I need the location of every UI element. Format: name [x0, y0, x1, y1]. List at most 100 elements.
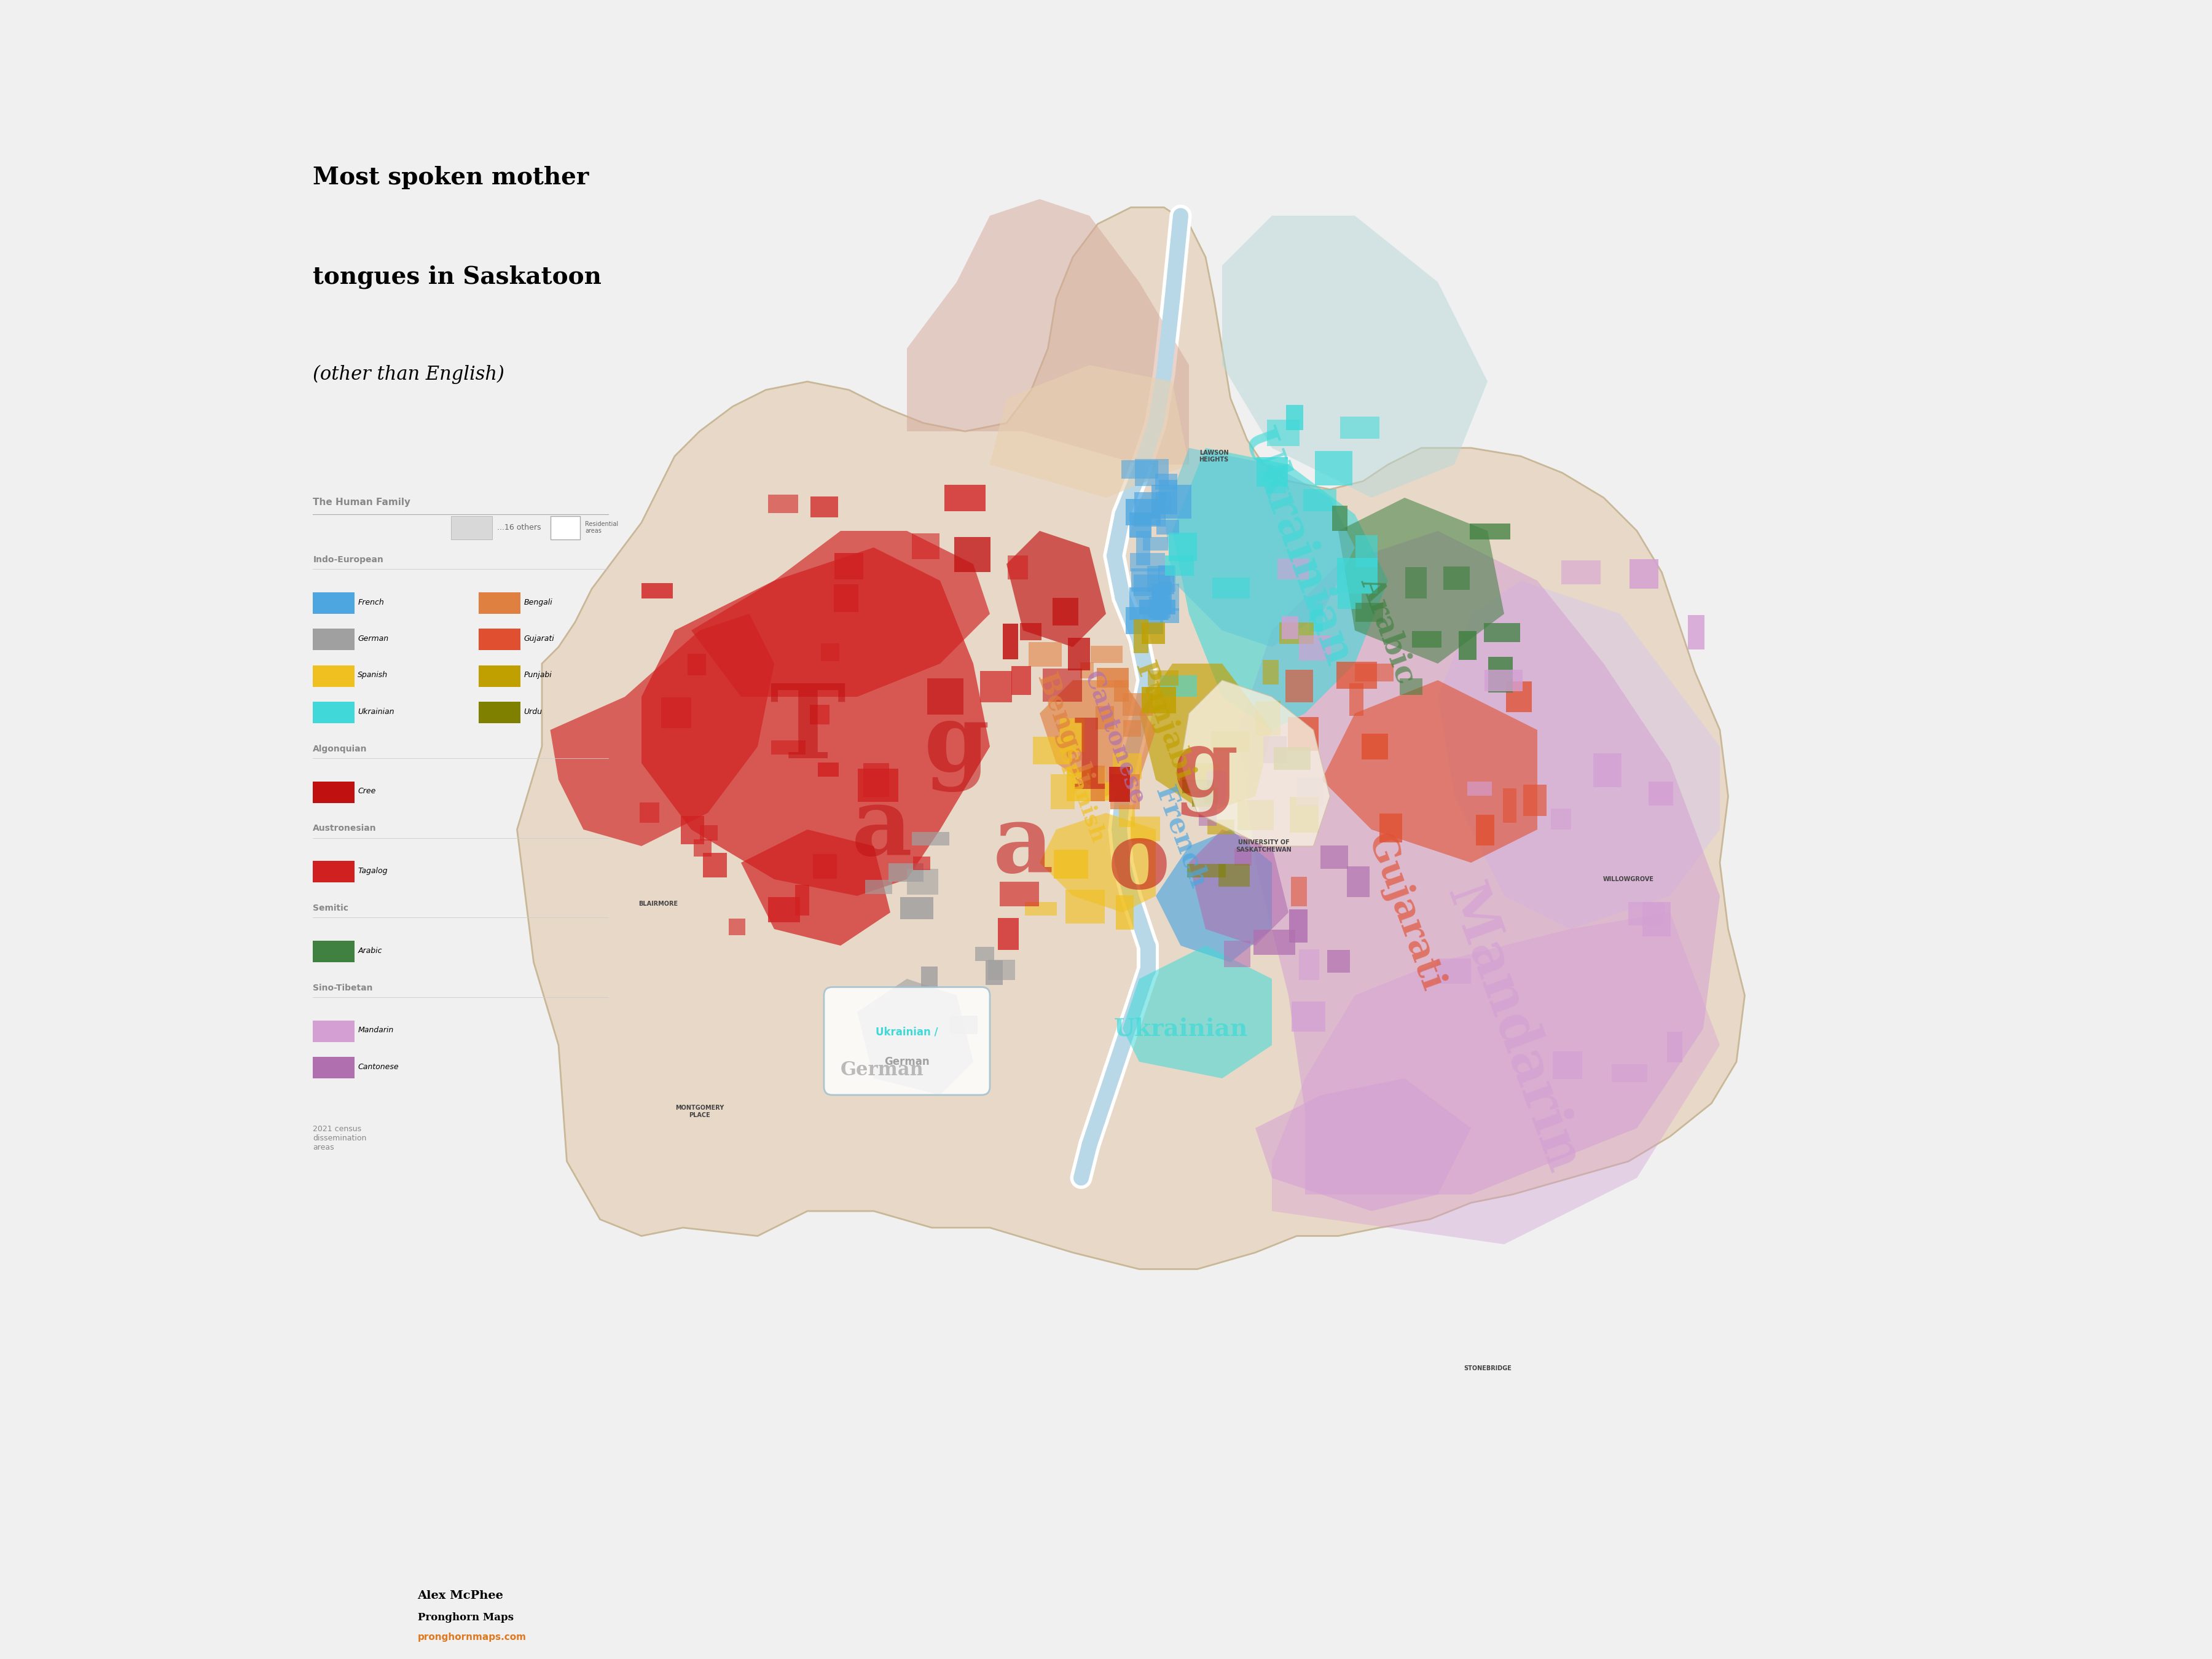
FancyBboxPatch shape	[1303, 489, 1336, 511]
Text: LAWSON
HEIGHTS: LAWSON HEIGHTS	[1199, 450, 1228, 463]
FancyBboxPatch shape	[980, 670, 1013, 702]
FancyBboxPatch shape	[812, 496, 838, 518]
Text: Alex McPhee: Alex McPhee	[418, 1591, 504, 1601]
Text: Spanish: Spanish	[1055, 747, 1108, 846]
FancyBboxPatch shape	[551, 516, 580, 539]
FancyBboxPatch shape	[1097, 781, 1128, 801]
FancyBboxPatch shape	[945, 484, 987, 511]
FancyBboxPatch shape	[865, 879, 891, 894]
FancyBboxPatch shape	[1219, 864, 1250, 886]
FancyBboxPatch shape	[1267, 466, 1285, 493]
FancyBboxPatch shape	[1115, 896, 1135, 929]
FancyBboxPatch shape	[1097, 669, 1128, 687]
FancyBboxPatch shape	[1152, 484, 1192, 519]
FancyBboxPatch shape	[451, 516, 491, 539]
FancyBboxPatch shape	[1029, 642, 1062, 667]
Polygon shape	[1256, 1078, 1471, 1211]
FancyBboxPatch shape	[314, 941, 354, 962]
FancyBboxPatch shape	[1126, 499, 1161, 526]
FancyBboxPatch shape	[1135, 493, 1166, 526]
FancyBboxPatch shape	[1254, 931, 1294, 956]
FancyBboxPatch shape	[863, 763, 889, 798]
Text: Tagalog: Tagalog	[358, 868, 387, 874]
FancyBboxPatch shape	[1287, 717, 1318, 752]
Polygon shape	[741, 830, 889, 946]
FancyBboxPatch shape	[1630, 559, 1659, 589]
Text: Spanish: Spanish	[358, 672, 387, 679]
FancyBboxPatch shape	[1237, 800, 1274, 830]
FancyBboxPatch shape	[1124, 720, 1141, 737]
FancyBboxPatch shape	[818, 761, 838, 776]
Text: Gujarati: Gujarati	[524, 635, 555, 642]
FancyBboxPatch shape	[1553, 1052, 1582, 1078]
FancyBboxPatch shape	[1155, 474, 1177, 489]
FancyBboxPatch shape	[1053, 597, 1079, 625]
Text: STONEBRIDGE: STONEBRIDGE	[1464, 1365, 1511, 1372]
FancyBboxPatch shape	[1641, 902, 1670, 936]
FancyBboxPatch shape	[1267, 420, 1301, 446]
FancyBboxPatch shape	[834, 552, 863, 579]
FancyBboxPatch shape	[989, 961, 1015, 980]
FancyBboxPatch shape	[1314, 451, 1352, 486]
Text: Urdu: Urdu	[524, 708, 542, 715]
Text: g: g	[1172, 725, 1239, 818]
FancyBboxPatch shape	[1628, 902, 1663, 926]
FancyBboxPatch shape	[1336, 662, 1376, 688]
Polygon shape	[1181, 680, 1329, 846]
FancyBboxPatch shape	[1159, 479, 1177, 514]
Polygon shape	[1121, 946, 1272, 1078]
FancyBboxPatch shape	[1522, 785, 1546, 816]
Polygon shape	[551, 614, 774, 846]
FancyBboxPatch shape	[1152, 584, 1168, 620]
FancyBboxPatch shape	[1347, 866, 1369, 898]
FancyBboxPatch shape	[1126, 607, 1164, 634]
Polygon shape	[1040, 813, 1155, 912]
Text: German: German	[841, 1060, 925, 1080]
Polygon shape	[1338, 498, 1504, 664]
FancyBboxPatch shape	[478, 629, 520, 650]
FancyBboxPatch shape	[1489, 657, 1513, 692]
Polygon shape	[1272, 912, 1721, 1244]
FancyBboxPatch shape	[975, 947, 993, 961]
FancyBboxPatch shape	[1199, 790, 1217, 826]
FancyBboxPatch shape	[1298, 635, 1332, 660]
FancyBboxPatch shape	[1137, 531, 1150, 566]
FancyBboxPatch shape	[1148, 566, 1175, 592]
FancyBboxPatch shape	[1458, 630, 1478, 660]
Text: Most spoken mother: Most spoken mother	[314, 166, 588, 189]
FancyBboxPatch shape	[1068, 639, 1091, 670]
FancyBboxPatch shape	[1141, 687, 1177, 713]
FancyBboxPatch shape	[1110, 775, 1139, 810]
Text: Gujarati: Gujarati	[1360, 830, 1449, 995]
FancyBboxPatch shape	[1356, 664, 1394, 682]
FancyBboxPatch shape	[1168, 533, 1197, 561]
FancyBboxPatch shape	[1310, 604, 1323, 632]
FancyBboxPatch shape	[810, 705, 830, 725]
FancyBboxPatch shape	[1380, 813, 1402, 843]
FancyBboxPatch shape	[1551, 808, 1571, 830]
FancyBboxPatch shape	[1400, 679, 1422, 695]
Text: Cantonese: Cantonese	[1079, 669, 1150, 808]
Text: German: German	[358, 635, 389, 642]
FancyBboxPatch shape	[681, 816, 703, 844]
FancyBboxPatch shape	[1212, 577, 1250, 599]
FancyBboxPatch shape	[1562, 561, 1601, 584]
FancyBboxPatch shape	[794, 884, 810, 916]
FancyBboxPatch shape	[1613, 1063, 1648, 1082]
FancyBboxPatch shape	[1338, 594, 1360, 609]
FancyBboxPatch shape	[907, 869, 938, 894]
FancyBboxPatch shape	[1066, 889, 1104, 924]
Text: Bengali: Bengali	[1031, 670, 1097, 790]
Text: Pronghorn Maps: Pronghorn Maps	[418, 1613, 513, 1623]
FancyBboxPatch shape	[1442, 567, 1469, 589]
Polygon shape	[991, 365, 1190, 498]
FancyBboxPatch shape	[1141, 622, 1166, 644]
FancyBboxPatch shape	[314, 1057, 354, 1078]
FancyBboxPatch shape	[1183, 780, 1214, 793]
FancyBboxPatch shape	[1349, 684, 1363, 715]
Polygon shape	[1040, 680, 1155, 796]
FancyBboxPatch shape	[1648, 781, 1672, 806]
Text: g: g	[925, 700, 989, 793]
Polygon shape	[518, 207, 1745, 1269]
FancyBboxPatch shape	[1263, 737, 1287, 763]
